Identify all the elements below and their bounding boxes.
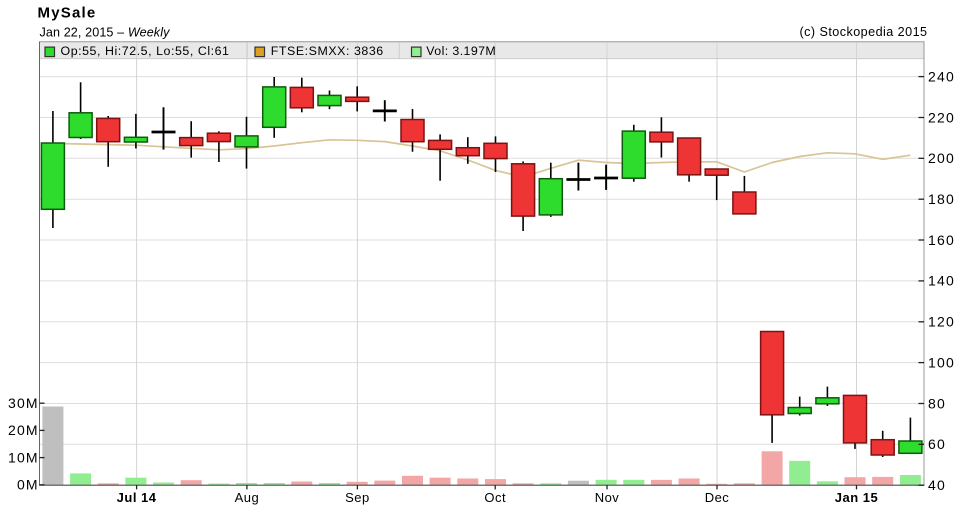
svg-text:Sep: Sep: [345, 490, 370, 505]
svg-text:Jul 14: Jul 14: [117, 490, 157, 505]
svg-text:160: 160: [928, 232, 955, 248]
svg-text:MySale: MySale: [38, 4, 97, 21]
svg-text:Nov: Nov: [595, 490, 620, 505]
svg-text:140: 140: [928, 273, 955, 289]
svg-text:80: 80: [928, 395, 946, 411]
svg-text:(c) Stockopedia 2015: (c) Stockopedia 2015: [799, 25, 927, 39]
svg-text:180: 180: [928, 191, 955, 207]
svg-text:60: 60: [928, 436, 946, 452]
svg-text:Vol: 3.197M: Vol: 3.197M: [426, 44, 496, 58]
svg-text:Oct: Oct: [484, 490, 506, 505]
svg-text:Jan 15: Jan 15: [835, 490, 878, 505]
svg-text:Aug: Aug: [235, 490, 260, 505]
svg-text:Jan 22, 2015 – Weekly: Jan 22, 2015 – Weekly: [40, 25, 171, 39]
svg-text:200: 200: [928, 150, 955, 166]
svg-text:40: 40: [928, 477, 946, 493]
svg-text:20M: 20M: [8, 422, 39, 438]
svg-text:100: 100: [928, 354, 955, 370]
svg-text:0M: 0M: [17, 477, 39, 493]
svg-text:30M: 30M: [8, 395, 39, 411]
svg-text:120: 120: [928, 314, 955, 330]
svg-text:Dec: Dec: [705, 490, 730, 505]
svg-text:FTSE:SMXX: 3836: FTSE:SMXX: 3836: [271, 44, 384, 58]
svg-text:220: 220: [928, 109, 955, 125]
svg-text:10M: 10M: [8, 449, 39, 465]
svg-text:240: 240: [928, 68, 955, 84]
svg-text:Op:55, Hi:72.5, Lo:55, Cl:61: Op:55, Hi:72.5, Lo:55, Cl:61: [61, 44, 230, 58]
